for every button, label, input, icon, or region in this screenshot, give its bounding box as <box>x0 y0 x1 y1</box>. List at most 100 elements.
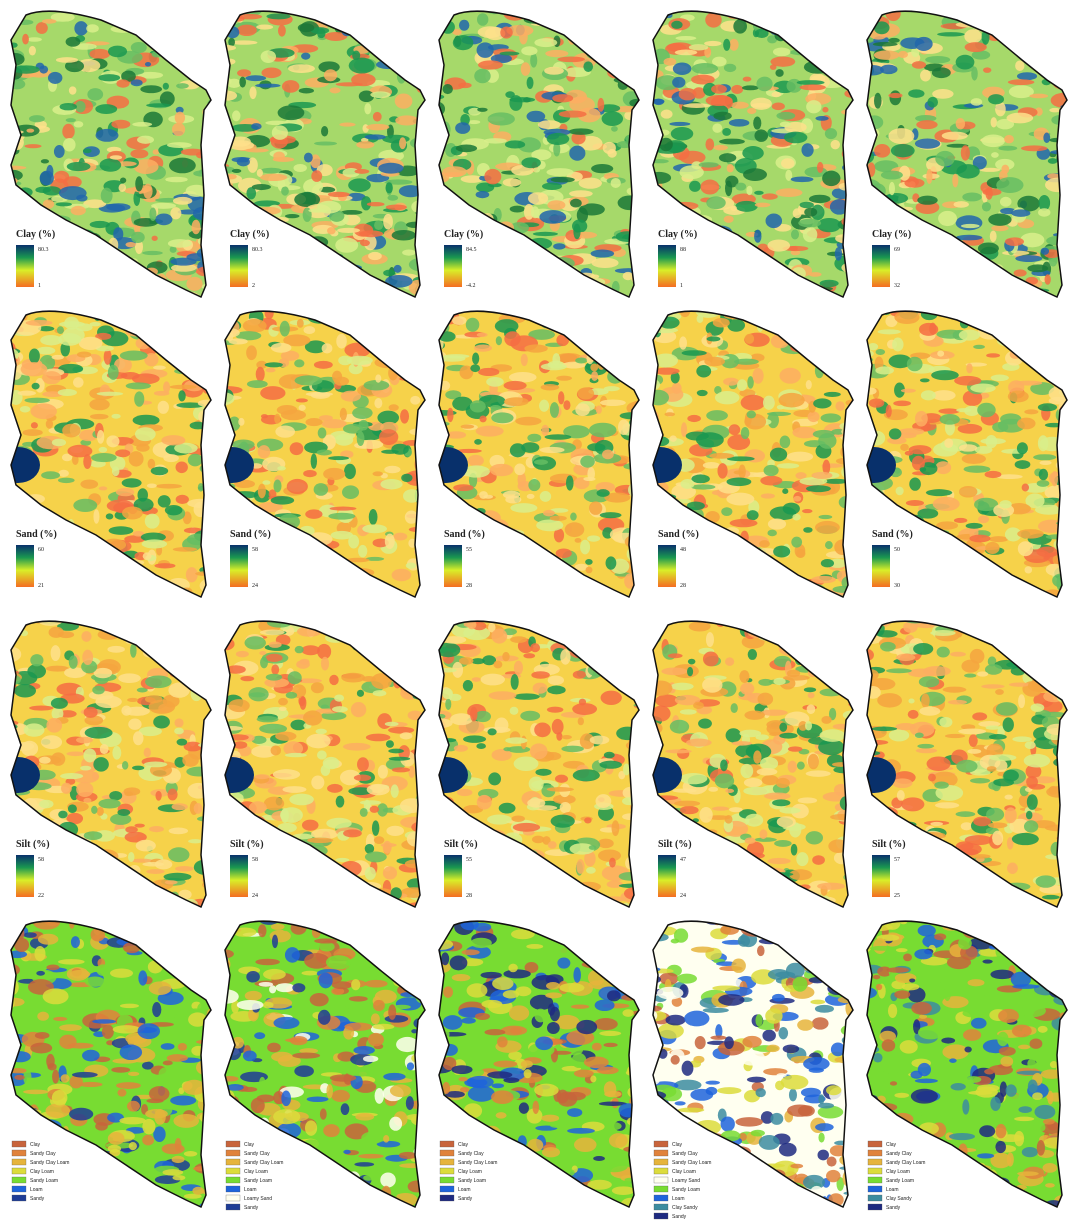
map-patch <box>334 694 344 701</box>
map-patch <box>910 559 937 566</box>
map-patch <box>548 841 557 849</box>
map-patch <box>791 844 798 856</box>
map-patch <box>670 720 689 734</box>
map-patch <box>1009 652 1035 663</box>
map-patch <box>488 905 499 910</box>
map-patch <box>809 272 822 277</box>
map-patch <box>316 278 338 293</box>
map-patch <box>570 318 587 326</box>
map-patch <box>44 826 61 838</box>
map-patch <box>442 166 467 177</box>
map-patch <box>630 802 651 813</box>
map-patch <box>889 428 902 439</box>
map-patch <box>369 312 383 319</box>
map-patch <box>27 37 42 42</box>
map-patch <box>155 625 165 638</box>
map-patch <box>505 91 514 98</box>
map-patch <box>408 766 415 778</box>
map-patch <box>414 548 440 556</box>
map-patch <box>781 158 794 168</box>
map-patch <box>256 882 277 898</box>
map-patch <box>1022 37 1048 51</box>
map-patch <box>124 881 134 887</box>
map-patch <box>132 573 154 581</box>
map-patch <box>995 689 1004 695</box>
map-patch <box>791 537 802 548</box>
map-patch <box>977 896 997 908</box>
map-patch <box>317 584 343 589</box>
map-patch <box>329 675 338 685</box>
map-patch <box>92 686 105 695</box>
map-patch <box>22 34 29 45</box>
map-patch <box>370 806 379 813</box>
map-patch <box>385 722 399 727</box>
map-patch <box>278 514 300 530</box>
map-patch <box>83 544 96 554</box>
map-patch <box>415 439 428 447</box>
map-patch <box>321 314 336 324</box>
map-patch <box>476 278 495 288</box>
map-patch <box>459 657 474 665</box>
map-patch <box>357 690 364 697</box>
map-patch <box>296 398 308 402</box>
map-patch <box>163 12 171 18</box>
map-patch <box>540 447 565 453</box>
map-patch <box>607 670 630 675</box>
map-patch <box>70 1165 77 1173</box>
map-patch <box>533 232 558 236</box>
map-patch <box>137 270 143 285</box>
map-patch <box>483 833 490 844</box>
map-patch <box>744 711 765 720</box>
legend-min: 24 <box>252 583 258 589</box>
map-patch <box>210 553 217 560</box>
map-patch <box>948 700 967 705</box>
map-patch <box>1029 784 1045 790</box>
map-patch <box>373 471 383 476</box>
map-patch <box>377 713 392 729</box>
map-patch <box>483 266 498 271</box>
map-patch <box>288 671 302 684</box>
map-patch <box>392 569 412 581</box>
map-patch <box>575 357 587 363</box>
map-patch <box>437 714 446 719</box>
map-patch <box>934 567 951 573</box>
map-patch <box>452 316 466 325</box>
map-patch <box>901 389 916 393</box>
map-patch <box>296 574 310 585</box>
map-patch <box>418 134 430 148</box>
map-patch <box>526 288 547 303</box>
map-patch <box>86 24 99 32</box>
map-patch <box>1011 209 1030 216</box>
map-patch <box>688 659 695 665</box>
map-patch <box>391 53 412 66</box>
map-patch <box>319 415 333 421</box>
map-patch <box>878 329 901 334</box>
map-patch <box>703 462 720 469</box>
map-patch <box>278 698 288 706</box>
map-patch <box>710 891 726 899</box>
map-patch <box>996 319 1016 324</box>
map-patch <box>474 439 482 445</box>
map-patch <box>584 817 591 823</box>
map-patch <box>73 377 84 388</box>
map-patch <box>902 827 917 837</box>
map-patch <box>374 398 382 408</box>
map-patch <box>999 500 1011 508</box>
map-patch <box>403 440 422 446</box>
map-patch <box>80 766 91 771</box>
map-patch <box>952 897 967 904</box>
map-patch <box>889 211 897 216</box>
map-patch <box>813 398 831 408</box>
map-patch <box>982 202 991 212</box>
map-patch <box>1017 442 1028 454</box>
map-patch <box>916 120 937 129</box>
map-patch <box>47 557 54 569</box>
map-patch <box>819 515 833 519</box>
map-patch <box>543 612 562 621</box>
map-patch <box>387 314 398 327</box>
map-patch <box>988 213 1011 225</box>
map-patch <box>326 574 333 585</box>
map-patch <box>1038 520 1064 533</box>
map-patch <box>314 613 332 627</box>
map-patch <box>521 157 540 168</box>
